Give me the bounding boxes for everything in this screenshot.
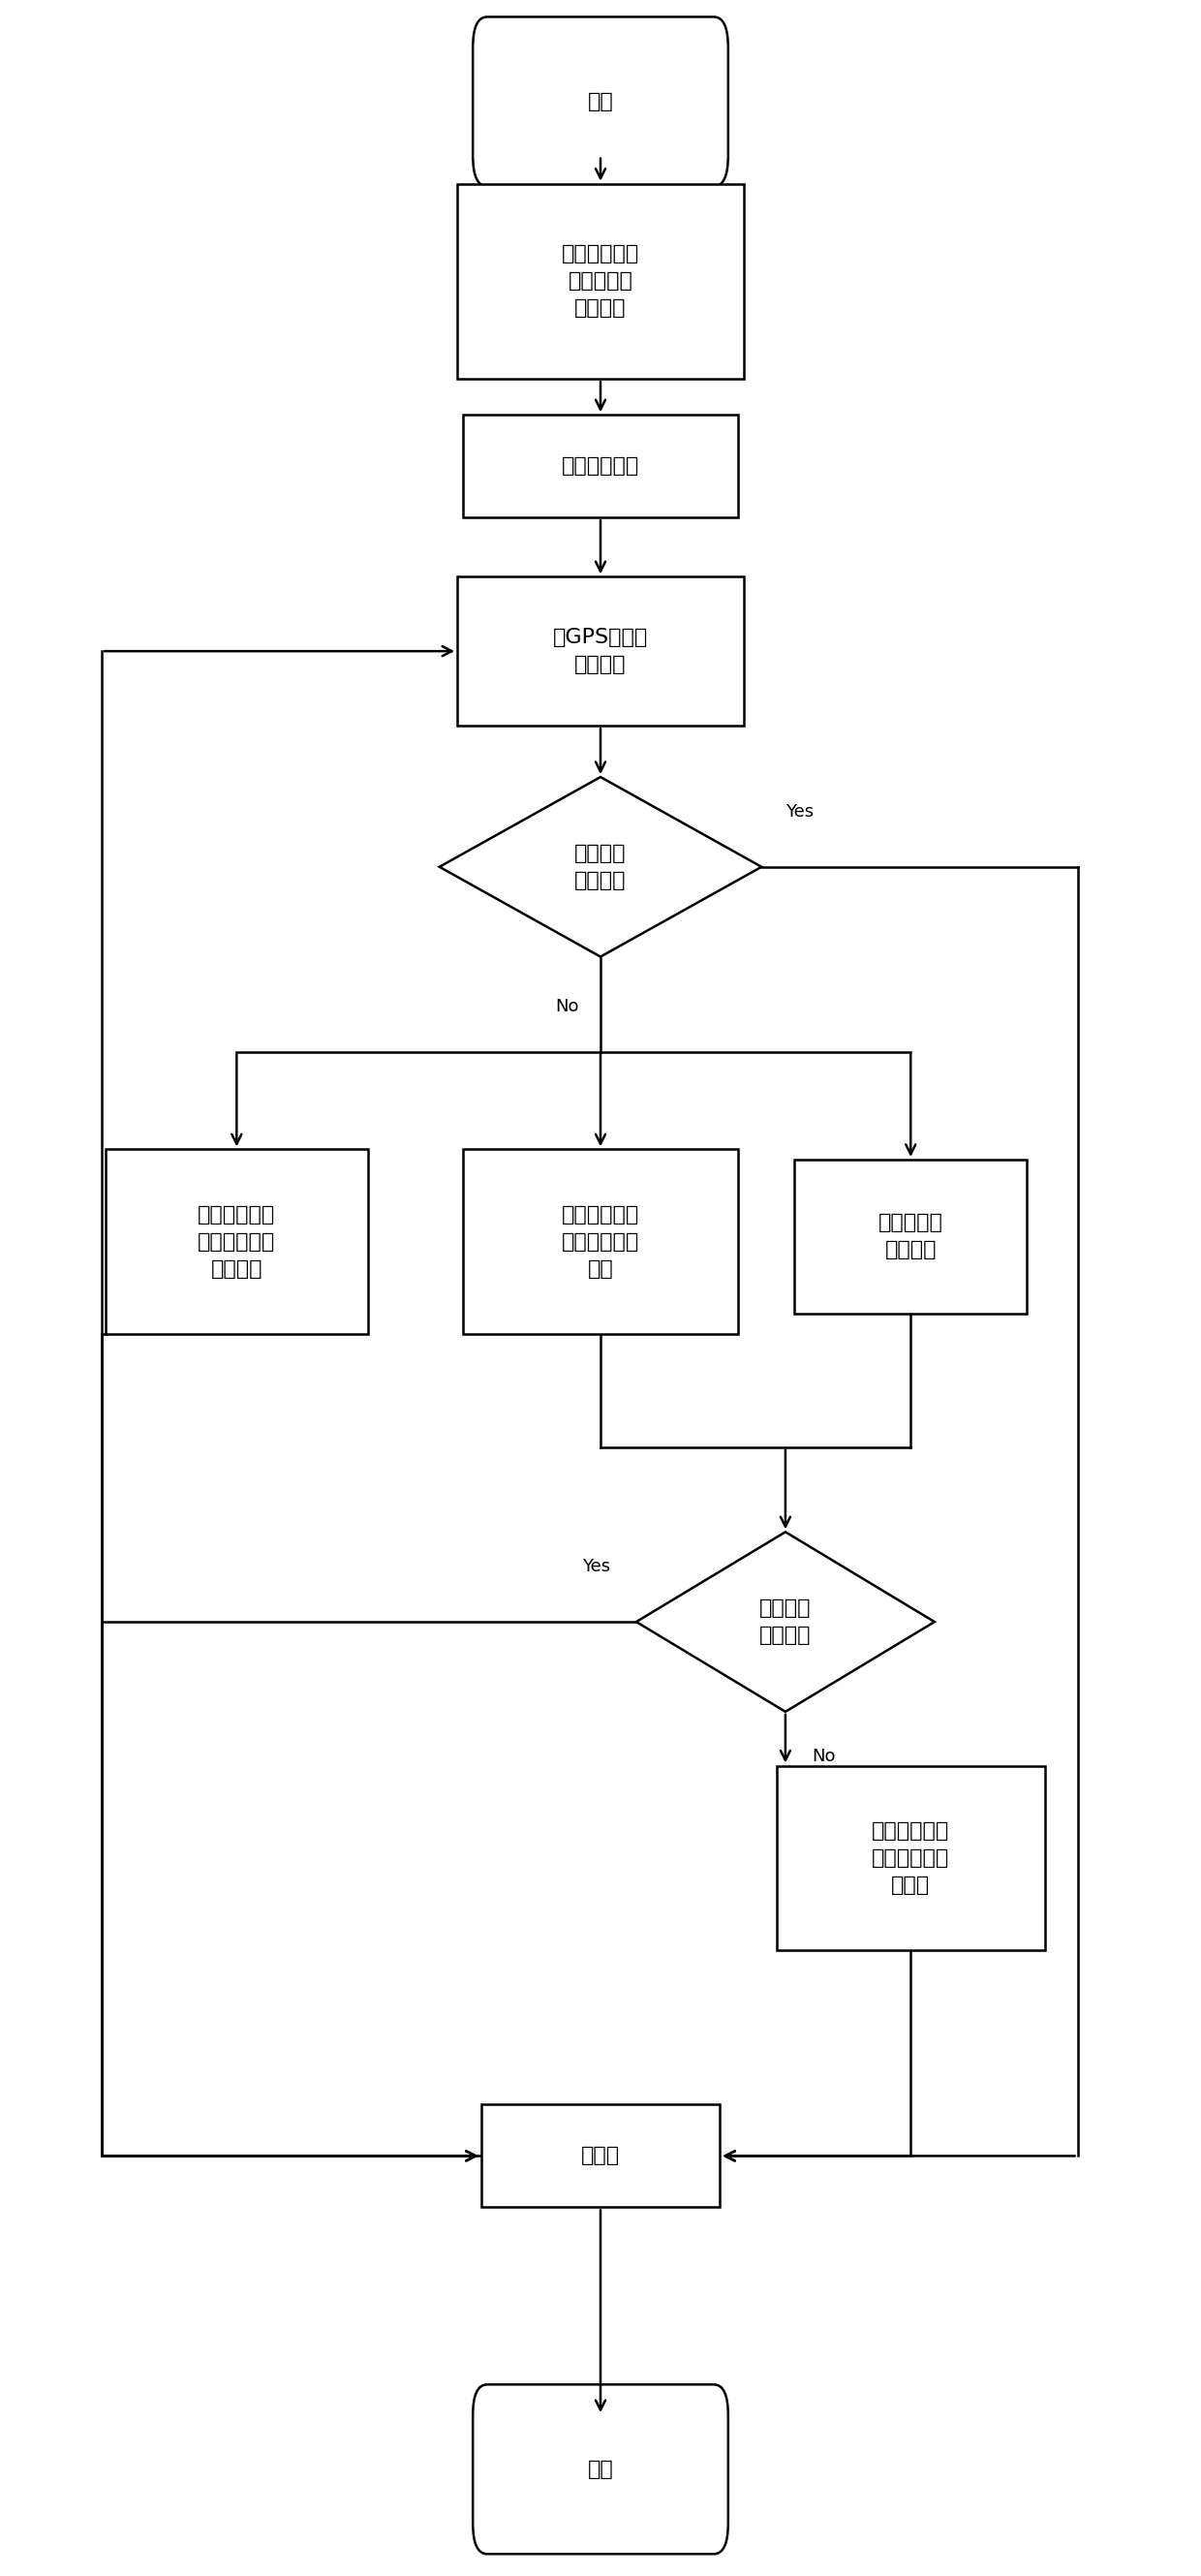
Text: No: No	[812, 1747, 836, 1765]
Text: 由GPS获取的
实际位置: 由GPS获取的 实际位置	[552, 629, 649, 675]
Text: No: No	[555, 997, 579, 1015]
FancyBboxPatch shape	[473, 2385, 728, 2553]
FancyBboxPatch shape	[464, 1149, 737, 1334]
Text: 二阶滑模位置
控制器计算纵
倾控制力: 二阶滑模位置 控制器计算纵 倾控制力	[198, 1206, 275, 1278]
Text: 艏向误差
是否为零: 艏向误差 是否为零	[759, 1600, 812, 1646]
FancyBboxPatch shape	[106, 1149, 368, 1334]
FancyBboxPatch shape	[464, 415, 737, 518]
Text: 位置误差
是否为零: 位置误差 是否为零	[574, 842, 627, 891]
Text: 气垫船: 气垫船	[581, 2146, 620, 2166]
Text: 二阶滑模艏向
控制器计算控
制力矩: 二阶滑模艏向 控制器计算控 制力矩	[872, 1821, 950, 1896]
Polygon shape	[440, 778, 761, 956]
FancyBboxPatch shape	[794, 1159, 1027, 1314]
Text: 结束: 结束	[587, 2460, 614, 2478]
FancyBboxPatch shape	[458, 183, 743, 379]
Text: Yes: Yes	[785, 804, 813, 822]
FancyBboxPatch shape	[777, 1765, 1045, 1950]
Text: 由罗经获取
实际方向: 由罗经获取 实际方向	[878, 1213, 943, 1260]
Text: 建立气垫船运
动三自由度
数学模型: 建立气垫船运 动三自由度 数学模型	[562, 245, 639, 319]
Text: 开始: 开始	[587, 93, 614, 111]
FancyBboxPatch shape	[458, 577, 743, 726]
Polygon shape	[637, 1533, 934, 1710]
Text: 点对点位置导
航方法计算导
航角: 点对点位置导 航方法计算导 航角	[562, 1206, 639, 1278]
FancyBboxPatch shape	[482, 2105, 719, 2208]
FancyBboxPatch shape	[473, 18, 728, 185]
Text: Yes: Yes	[581, 1558, 610, 1577]
Text: 给定参考位置: 给定参考位置	[562, 456, 639, 477]
